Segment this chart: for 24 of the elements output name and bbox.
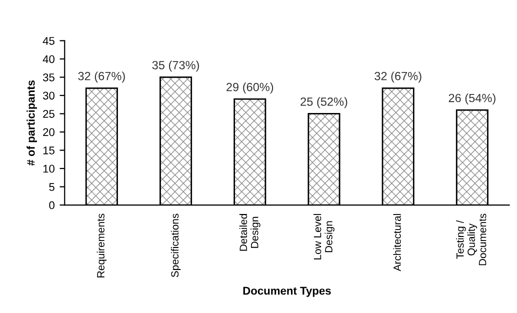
y-tick-label: 30 (42, 92, 54, 100)
x-tick-label: Detailed Design (239, 214, 260, 251)
y-tick-label: 45 (42, 37, 54, 45)
data-label: 26 (54%) (448, 94, 496, 105)
y-tick-label: 15 (43, 146, 54, 154)
x-axis-title: Document Types (243, 286, 331, 297)
y-tick-label: 35 (42, 73, 54, 82)
x-tick-label: Architectural (393, 214, 401, 272)
y-tick-label: 40 (42, 55, 54, 64)
y-tick-label: 5 (49, 183, 54, 191)
y-tick-label: 25 (43, 110, 54, 118)
data-label: 32 (67%) (374, 72, 422, 83)
x-tick-label: Requirements (96, 214, 107, 278)
y-tick-label: 0 (49, 201, 54, 210)
y-tick-label: 10 (43, 164, 54, 173)
x-tick-label: Specifications (170, 214, 181, 278)
data-label: 32 (67%) (78, 72, 125, 83)
data-label: 29 (60%) (226, 82, 274, 94)
x-tick-label: Low Level Design (314, 214, 334, 260)
x-tick-label: Testing / Quality Documents (456, 214, 486, 266)
data-label: 25 (52%) (300, 97, 348, 108)
y-tick-label: 20 (43, 128, 54, 136)
y-axis-title: # of participants (26, 80, 37, 166)
data-label: 35 (73%) (152, 60, 199, 72)
